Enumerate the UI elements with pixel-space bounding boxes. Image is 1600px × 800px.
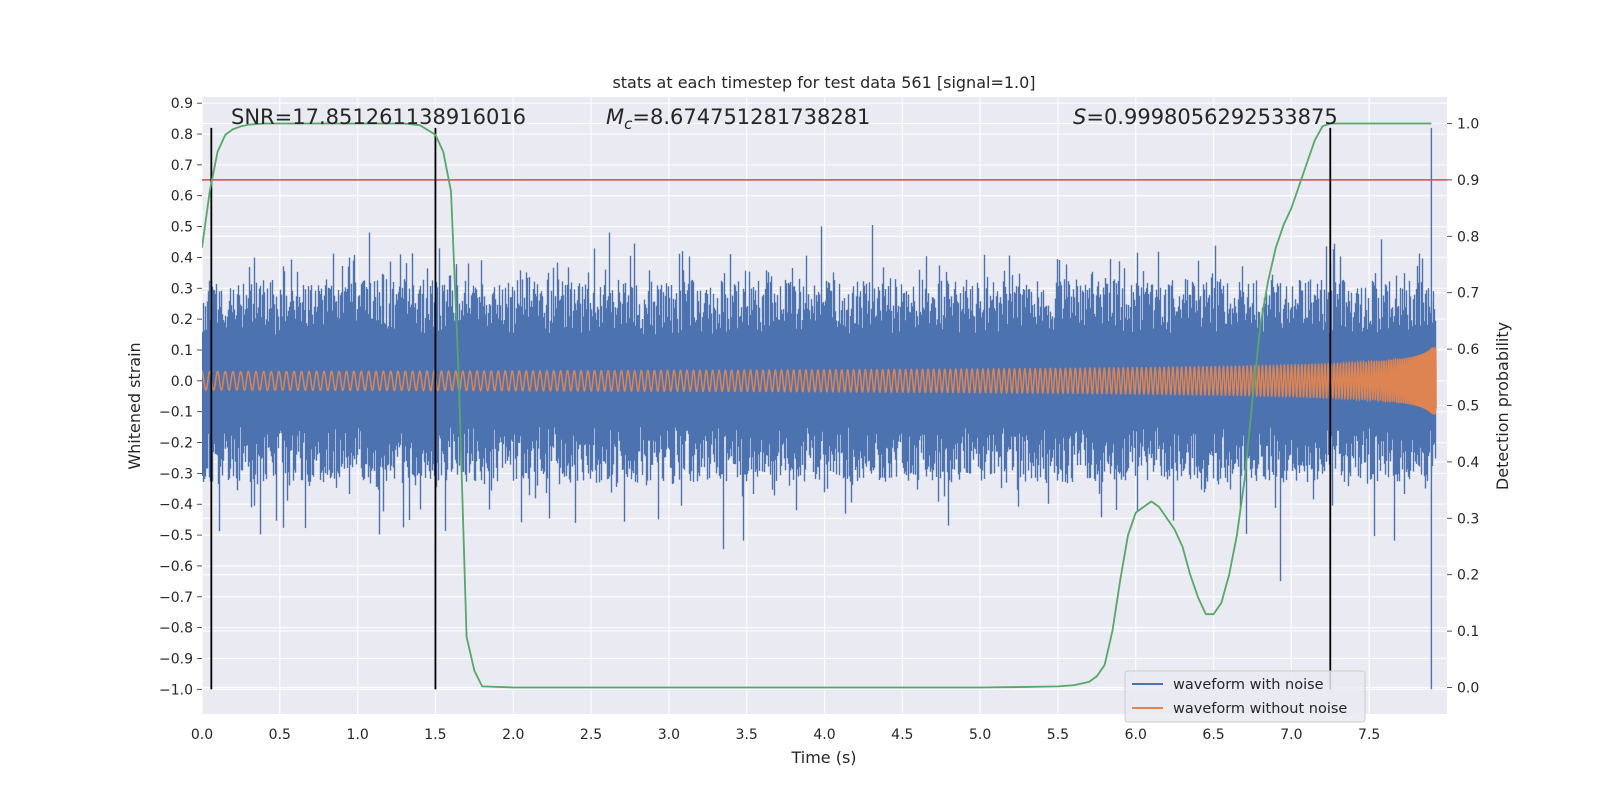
y-right-tick-label: 0.9 (1457, 173, 1479, 189)
y-right-tick-label: 0.6 (1457, 342, 1479, 358)
y-left-tick-label: −0.8 (159, 621, 193, 637)
chart-title: stats at each timestep for test data 561… (612, 73, 1035, 92)
annotation-snr: SNR=17.851261138916016 (231, 105, 526, 129)
x-tick-label: 5.0 (969, 727, 991, 743)
x-tick-label: 5.5 (1047, 727, 1069, 743)
x-tick-label: 0.0 (191, 727, 213, 743)
series-detection-probability (202, 122, 1432, 689)
y-left-tick-label: 0.1 (171, 343, 193, 359)
legend-box (1124, 670, 1366, 723)
x-axis-ticks: 0.0 0.5 1.0 1.5 2.0 2.5 3.0 3.5 4.0 4.5 5.0 5.5 6.0 6… (191, 727, 1380, 743)
y-right-tick-label: 0.1 (1457, 624, 1479, 640)
y-left-tick-label: 0.5 (171, 220, 193, 236)
event-markers (210, 127, 1332, 690)
y-left-tick-label: −1.0 (159, 682, 193, 698)
x-tick-label: 6.0 (1125, 727, 1147, 743)
x-tick-label: 4.5 (891, 727, 913, 743)
y-left-tick-label: −0.6 (159, 559, 193, 575)
y-left-tick-label: −0.3 (159, 466, 193, 482)
x-axis-label: Time (s) (790, 748, 856, 767)
y-left-tick-label: 0.2 (171, 312, 193, 328)
y-left-tick-label: 0.8 (171, 127, 193, 143)
x-tick-label: 1.0 (346, 727, 368, 743)
y-left-tick-label: −0.1 (159, 405, 193, 421)
legend-label-with-noise: waveform with noise (1173, 677, 1324, 693)
y-axis-left-label: Whitened strain (125, 342, 144, 469)
y-left-tick-label: −0.5 (159, 528, 193, 544)
x-tick-label: 6.5 (1202, 727, 1224, 743)
x-tick-label: 1.5 (424, 727, 446, 743)
x-tick-label: 7.0 (1280, 727, 1302, 743)
y-right-tick-label: 0.4 (1457, 455, 1479, 471)
line-detection-probability (202, 122, 1432, 689)
annotation-s: S=0.9998056292533875 (1073, 105, 1338, 129)
annotation-chirp-mass: Mc=8.674751281738281 (606, 105, 870, 133)
x-tick-label: 7.5 (1358, 727, 1380, 743)
x-tick-label: 2.5 (580, 727, 602, 743)
y-left-tick-label: 0.0 (171, 374, 193, 390)
series-waveform-without-noise (202, 347, 1437, 415)
y-right-tick-label: 0.3 (1457, 511, 1479, 527)
y-axis-left-ticks: 0.9 0.8 0.7 0.6 0.5 0.4 0.3 0.2 0.1 0.0 −0.1 −0.2 −0… (159, 96, 202, 698)
x-tick-label: 3.5 (736, 727, 758, 743)
y-left-tick-label: 0.3 (171, 281, 193, 297)
y-right-tick-label: 0.0 (1457, 680, 1479, 696)
legend-label-without-noise: waveform without noise (1173, 701, 1347, 717)
x-tick-label: 0.5 (269, 727, 291, 743)
y-left-tick-label: 0.9 (171, 96, 193, 112)
y-axis-right-label: Detection probability (1493, 322, 1512, 490)
y-left-tick-label: −0.4 (159, 497, 193, 513)
x-tick-label: 3.0 (658, 727, 680, 743)
y-left-tick-label: −0.9 (159, 651, 193, 667)
y-left-tick-label: 0.6 (171, 189, 193, 205)
line-waveform-without-noise (202, 347, 1437, 415)
x-tick-label: 4.0 (813, 727, 835, 743)
legend: waveform with noise waveform without noi… (1124, 670, 1366, 723)
y-right-tick-label: 0.7 (1457, 286, 1479, 302)
y-right-tick-label: 0.2 (1457, 568, 1479, 584)
y-right-tick-label: 1.0 (1457, 117, 1479, 133)
y-right-tick-label: 0.8 (1457, 229, 1479, 245)
x-tick-label: 2.0 (502, 727, 524, 743)
y-axis-right-ticks: 1.0 0.9 0.8 0.7 0.6 0.5 0.4 0.3 0.2 0.1 0.0 (1447, 117, 1479, 696)
y-right-tick-label: 0.5 (1457, 399, 1479, 415)
y-left-tick-label: −0.7 (159, 590, 193, 606)
y-left-tick-label: 0.7 (171, 158, 193, 174)
y-left-tick-label: −0.2 (159, 436, 193, 452)
y-left-tick-label: 0.4 (171, 250, 193, 266)
